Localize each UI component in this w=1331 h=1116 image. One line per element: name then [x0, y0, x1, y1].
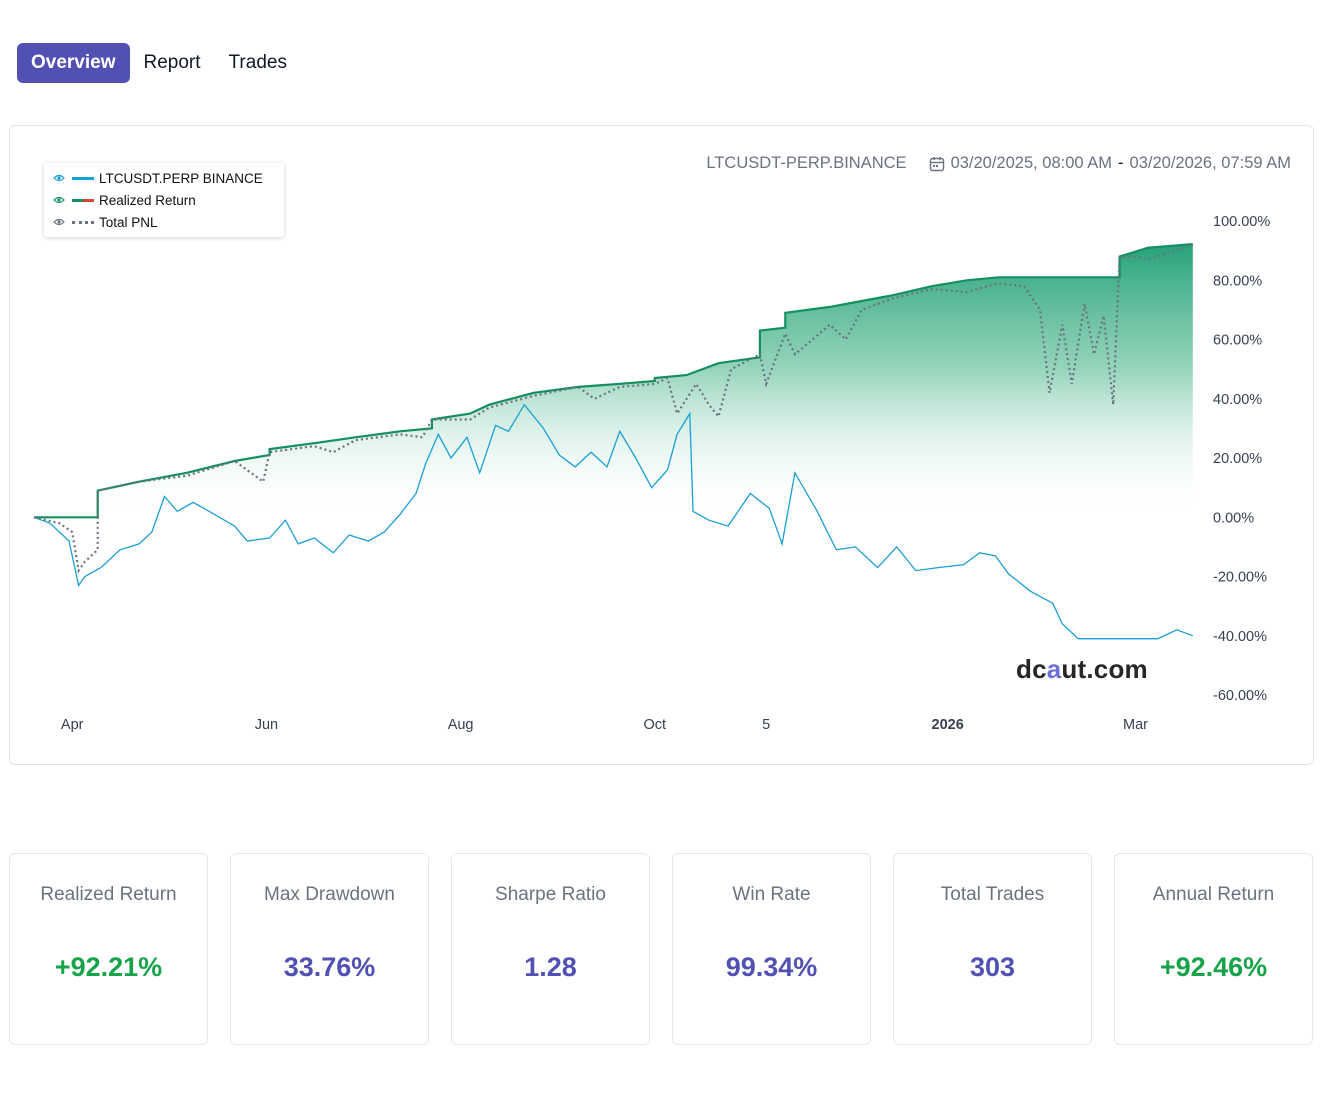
x-tick-label: Oct: [644, 717, 667, 733]
x-tick-label: Jun: [255, 717, 278, 733]
watermark-part: a: [1046, 654, 1062, 684]
y-tick-label: 0.00%: [1213, 510, 1254, 526]
metric-value: +92.46%: [1159, 952, 1268, 982]
metric-card-realized-return: Realized Return +92.21%: [9, 853, 208, 1045]
legend-swatch-ltcusdt: [72, 176, 94, 180]
legend-label-total-pnl: Total PNL: [99, 214, 158, 230]
x-tick-label: Mar: [1123, 717, 1148, 733]
legend-label-ltcusdt: LTCUSDT.PERP BINANCE: [99, 170, 263, 186]
metric-label: Win Rate: [732, 884, 811, 905]
metric-value: 303: [969, 952, 1016, 982]
chart-header-info: LTCUSDT-PERP.BINANCE 03/20/2025, 08:00 A…: [706, 154, 1291, 173]
metric-label: Max Drawdown: [264, 884, 395, 905]
eye-icon[interactable]: [48, 174, 70, 182]
eye-icon[interactable]: [48, 196, 70, 204]
chart-legend: LTCUSDT.PERP BINANCE Realized Return Tot…: [44, 163, 284, 237]
legend-swatch-realized-return: [72, 198, 94, 202]
metric-label: Sharpe Ratio: [495, 884, 606, 905]
legend-item-ltcusdt[interactable]: LTCUSDT.PERP BINANCE: [44, 167, 284, 189]
series-line-realized-return: [34, 243, 1193, 519]
date-range-end[interactable]: 03/20/2026, 07:59 AM: [1129, 154, 1291, 172]
watermark-part: ut.com: [1061, 654, 1148, 684]
metric-card-total-trades: Total Trades 303: [893, 853, 1092, 1045]
legend-label-realized-return: Realized Return: [99, 192, 196, 208]
metric-label: Annual Return: [1152, 884, 1275, 905]
y-tick-label: 40.00%: [1213, 392, 1262, 408]
y-tick-label: -20.00%: [1213, 570, 1267, 586]
metric-card-max-drawdown: Max Drawdown 33.76%: [230, 853, 429, 1045]
realized-return-area: [34, 244, 1193, 518]
y-tick-label: 60.00%: [1213, 333, 1262, 349]
metric-value: 1.28: [524, 952, 577, 982]
watermark: dcaut.com: [1016, 654, 1148, 685]
metric-card-sharpe-ratio: Sharpe Ratio 1.28: [451, 853, 650, 1045]
series-line-ltcusdt: [33, 403, 1194, 640]
eye-icon[interactable]: [48, 218, 70, 226]
legend-item-realized-return[interactable]: Realized Return: [44, 189, 284, 211]
metric-value: +92.21%: [54, 952, 163, 982]
y-tick-label: -60.00%: [1213, 688, 1267, 704]
x-axis: Apr Jun Aug Oct 5 2026 Mar: [61, 717, 1148, 733]
tab-overview[interactable]: Overview: [17, 43, 130, 83]
tab-trades[interactable]: Trades: [228, 52, 287, 73]
date-range-separator: -: [1118, 154, 1124, 172]
metric-label: Realized Return: [40, 884, 177, 905]
tab-report[interactable]: Report: [143, 52, 201, 73]
chart-canvas: 100.00% 80.00% 60.00% 40.00% 20.00% 0.00% -20.…: [33, 214, 1270, 733]
legend-swatch-total-pnl: [72, 220, 94, 224]
y-tick-label: 100.00%: [1213, 214, 1270, 230]
y-tick-label: 20.00%: [1213, 451, 1262, 467]
x-tick-label: Apr: [61, 717, 84, 733]
metric-value: 99.34%: [725, 952, 818, 982]
y-axis: 100.00% 80.00% 60.00% 40.00% 20.00% 0.00% -20.…: [1213, 214, 1270, 704]
x-tick-label: 5: [762, 717, 770, 733]
x-tick-label: 2026: [932, 717, 964, 733]
tab-bar: Overview Report Trades: [17, 43, 301, 83]
x-tick-label: Aug: [448, 717, 474, 733]
metric-card-win-rate: Win Rate 99.34%: [672, 853, 871, 1045]
metric-card-annual-return: Annual Return +92.46%: [1114, 853, 1313, 1045]
series-line-total-pnl: [33, 243, 1194, 574]
y-tick-label: 80.00%: [1213, 273, 1262, 289]
symbol-label: LTCUSDT-PERP.BINANCE: [706, 154, 907, 172]
metric-label: Total Trades: [940, 884, 1045, 905]
y-tick-label: -40.00%: [1213, 629, 1267, 645]
date-range-start[interactable]: 03/20/2025, 08:00 AM: [950, 154, 1113, 172]
metric-value: 33.76%: [283, 952, 376, 982]
legend-item-total-pnl[interactable]: Total PNL: [44, 211, 284, 233]
chart-card: 100.00% 80.00% 60.00% 40.00% 20.00% 0.00% -20.…: [9, 125, 1314, 765]
calendar-icon[interactable]: [929, 156, 945, 172]
watermark-part: dc: [1016, 654, 1047, 684]
